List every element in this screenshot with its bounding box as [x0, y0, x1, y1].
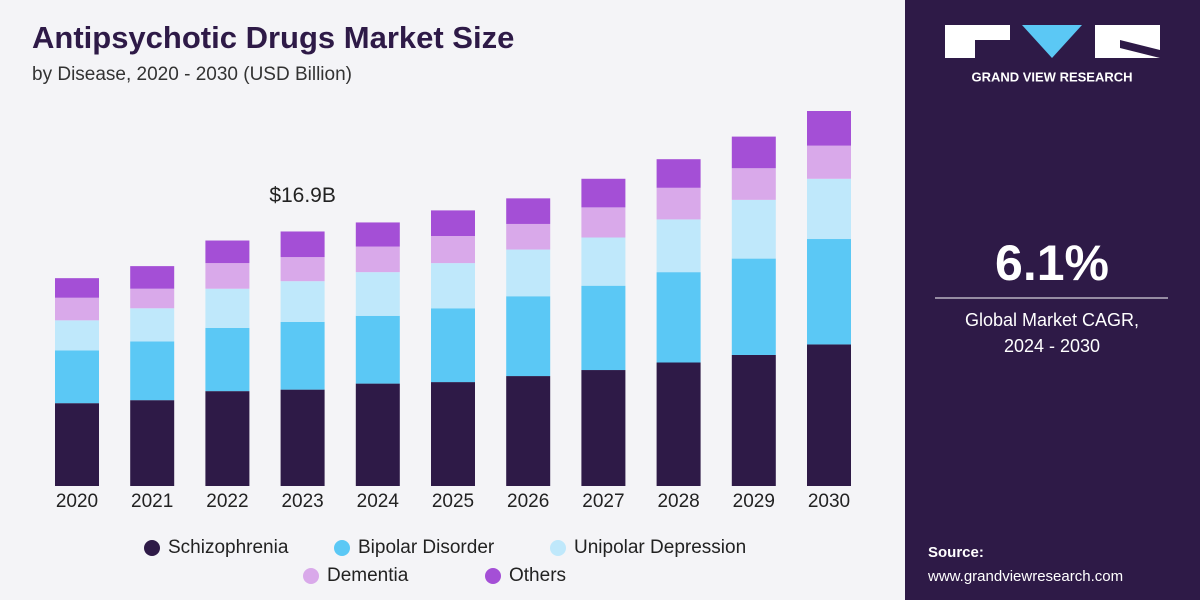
bar-segment: [55, 278, 99, 298]
legend-label: Schizophrenia: [168, 537, 289, 558]
bar-segment: [431, 210, 475, 236]
legend-marker: [550, 540, 566, 556]
bar-segment: [280, 231, 325, 258]
legend-marker: [334, 540, 350, 556]
bar-segment: [506, 249, 551, 297]
bar-segment: [581, 370, 626, 486]
bar-segment: [205, 288, 250, 328]
bar-segment: [355, 272, 400, 316]
chart-title: Antipsychotic Drugs Market Size: [32, 20, 514, 55]
cagr-value: 6.1%: [995, 235, 1109, 291]
bar-segment: [130, 400, 175, 486]
sidebar-background: [905, 0, 1200, 600]
source-label: Source:: [928, 544, 984, 561]
legend-marker: [303, 568, 319, 584]
bar-segment: [431, 263, 475, 309]
legend-marker: [485, 568, 501, 584]
legend-label: Dementia: [327, 565, 409, 586]
bar-segment: [731, 354, 776, 486]
bar-segment: [506, 198, 551, 224]
x-tick-label: 2022: [206, 491, 248, 512]
bar-segment: [807, 239, 851, 345]
bar-segment: [581, 178, 626, 208]
bar-segment: [656, 219, 701, 273]
bar-segment: [205, 327, 250, 392]
bar-segment: [355, 315, 400, 384]
bar-segment: [581, 285, 626, 371]
bar-segment: [355, 246, 400, 273]
bar-segment: [656, 159, 701, 188]
bar-segment: [355, 222, 400, 247]
bar-segment: [205, 240, 250, 264]
x-tick-label: 2024: [357, 491, 400, 512]
x-tick-label: 2030: [808, 491, 850, 512]
bar-segment: [55, 297, 99, 321]
chart-subtitle: by Disease, 2020 - 2030 (USD Billion): [32, 64, 352, 85]
brand-name: GRAND VIEW RESEARCH: [971, 69, 1132, 84]
bar-segment: [656, 362, 701, 486]
legend-label: Unipolar Depression: [574, 537, 746, 558]
bar-segment: [130, 288, 175, 309]
x-tick-label: 2029: [733, 491, 775, 512]
bar-segment: [280, 321, 325, 390]
bar-segment: [807, 145, 851, 179]
bar-segment: [506, 376, 551, 486]
bar-segment: [280, 281, 325, 322]
bar-segment: [506, 296, 551, 377]
bar-segment: [431, 382, 475, 486]
bar-segment: [731, 168, 776, 200]
bar-segment: [55, 350, 99, 404]
bar-segment: [731, 136, 776, 169]
x-tick-label: 2020: [56, 491, 98, 512]
bar-segment: [731, 258, 776, 355]
logo-cutout: [975, 40, 1010, 58]
cagr-caption: 2024 - 2030: [1004, 336, 1100, 356]
bar-segment: [280, 389, 325, 486]
bar-segment: [431, 236, 475, 264]
bar-segment: [130, 308, 175, 342]
x-tick-label: 2025: [432, 491, 474, 512]
bar-segment: [205, 391, 250, 486]
annotation: $16.9B: [269, 184, 336, 207]
bar-segment: [431, 308, 475, 383]
x-tick-label: 2028: [657, 491, 699, 512]
bar-segment: [130, 341, 175, 401]
bar-segment: [280, 257, 325, 282]
bar-segment: [205, 263, 250, 289]
logo-cutout: [1120, 40, 1160, 58]
bar-segment: [656, 187, 701, 220]
bar-segment: [581, 237, 626, 286]
bar-segment: [807, 344, 851, 486]
legend-marker: [144, 540, 160, 556]
legend-label: Bipolar Disorder: [358, 537, 495, 558]
logo: [945, 25, 1160, 58]
bar-segment: [807, 178, 851, 240]
legend-label: Others: [509, 565, 566, 586]
cagr-caption: Global Market CAGR,: [965, 310, 1139, 330]
bar-segment: [55, 320, 99, 351]
bar-segment: [731, 199, 776, 259]
x-tick-label: 2026: [507, 491, 549, 512]
x-tick-label: 2021: [131, 491, 173, 512]
bar-segment: [656, 272, 701, 363]
source-url: www.grandviewresearch.com: [927, 568, 1123, 585]
bar-segment: [355, 383, 400, 486]
bar-segment: [506, 223, 551, 250]
bar-segment: [130, 266, 175, 289]
bar-segment: [55, 403, 99, 486]
bar-segment: [581, 207, 626, 238]
logo-triangle: [1022, 25, 1082, 58]
bar-segment: [807, 111, 851, 146]
x-tick-label: 2023: [281, 491, 323, 512]
x-tick-label: 2027: [582, 491, 624, 512]
